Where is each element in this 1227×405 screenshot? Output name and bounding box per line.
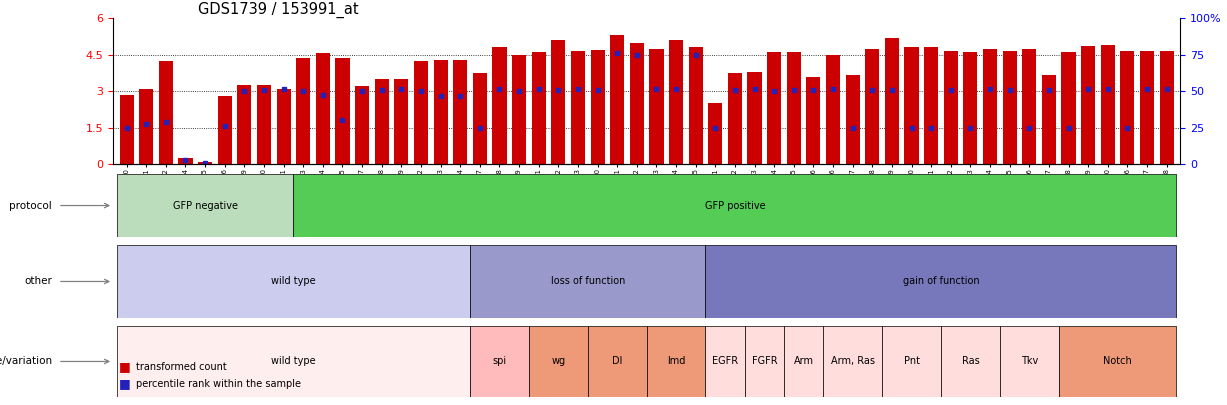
Bar bbox=[433, 60, 448, 164]
Bar bbox=[1022, 49, 1037, 164]
FancyBboxPatch shape bbox=[1000, 326, 1059, 397]
Bar bbox=[1120, 51, 1135, 164]
Bar bbox=[413, 61, 428, 164]
Text: wg: wg bbox=[551, 356, 566, 367]
FancyBboxPatch shape bbox=[706, 326, 745, 397]
Bar bbox=[237, 85, 252, 164]
Text: EGFR: EGFR bbox=[712, 356, 739, 367]
Bar bbox=[767, 52, 782, 164]
Text: gain of function: gain of function bbox=[903, 277, 979, 286]
Text: GDS1739 / 153991_at: GDS1739 / 153991_at bbox=[199, 2, 360, 18]
Text: wild type: wild type bbox=[271, 277, 315, 286]
Bar bbox=[885, 38, 899, 164]
Bar bbox=[1061, 52, 1076, 164]
Bar bbox=[1101, 45, 1115, 164]
Bar bbox=[865, 49, 880, 164]
Bar bbox=[531, 52, 546, 164]
Bar bbox=[904, 47, 919, 164]
FancyBboxPatch shape bbox=[293, 174, 1177, 237]
Bar bbox=[728, 73, 742, 164]
Text: loss of function: loss of function bbox=[551, 277, 625, 286]
FancyBboxPatch shape bbox=[588, 326, 647, 397]
Text: Notch: Notch bbox=[1103, 356, 1133, 367]
Text: GFP negative: GFP negative bbox=[173, 200, 238, 211]
Bar bbox=[845, 75, 860, 164]
FancyBboxPatch shape bbox=[882, 326, 941, 397]
Bar bbox=[276, 89, 291, 164]
Bar bbox=[826, 55, 840, 164]
FancyBboxPatch shape bbox=[941, 326, 1000, 397]
Text: transformed count: transformed count bbox=[136, 362, 227, 371]
Bar bbox=[669, 40, 683, 164]
Bar bbox=[335, 58, 350, 164]
FancyBboxPatch shape bbox=[117, 326, 470, 397]
FancyBboxPatch shape bbox=[470, 326, 529, 397]
Bar bbox=[119, 95, 134, 164]
FancyBboxPatch shape bbox=[647, 326, 706, 397]
Bar bbox=[551, 40, 566, 164]
Text: FGFR: FGFR bbox=[752, 356, 777, 367]
Bar bbox=[983, 49, 998, 164]
Bar bbox=[944, 51, 958, 164]
Text: GFP positive: GFP positive bbox=[704, 200, 766, 211]
Bar bbox=[708, 103, 723, 164]
Text: Arm, Ras: Arm, Ras bbox=[831, 356, 875, 367]
Bar bbox=[1140, 51, 1155, 164]
Text: other: other bbox=[25, 277, 52, 286]
Bar bbox=[1081, 46, 1096, 164]
Text: genotype/variation: genotype/variation bbox=[0, 356, 52, 367]
Bar bbox=[1160, 51, 1174, 164]
Bar bbox=[492, 47, 507, 164]
Bar bbox=[453, 60, 467, 164]
Text: ■: ■ bbox=[119, 360, 131, 373]
Bar bbox=[315, 53, 330, 164]
Bar bbox=[512, 55, 526, 164]
Bar bbox=[610, 35, 625, 164]
Bar bbox=[256, 85, 271, 164]
Bar bbox=[217, 96, 232, 164]
Bar bbox=[1042, 75, 1056, 164]
Bar bbox=[198, 162, 212, 164]
FancyBboxPatch shape bbox=[784, 326, 823, 397]
Text: Arm: Arm bbox=[794, 356, 814, 367]
Bar bbox=[649, 49, 664, 164]
Bar bbox=[787, 52, 801, 164]
Bar bbox=[571, 51, 585, 164]
Text: Dl: Dl bbox=[612, 356, 622, 367]
Text: Pnt: Pnt bbox=[903, 356, 919, 367]
FancyBboxPatch shape bbox=[1059, 326, 1177, 397]
Text: Ras: Ras bbox=[962, 356, 979, 367]
Bar bbox=[355, 86, 369, 164]
Text: wild type: wild type bbox=[271, 356, 315, 367]
Text: lmd: lmd bbox=[667, 356, 685, 367]
Bar bbox=[629, 43, 644, 164]
Bar bbox=[472, 73, 487, 164]
FancyBboxPatch shape bbox=[117, 245, 470, 318]
FancyBboxPatch shape bbox=[117, 174, 293, 237]
FancyBboxPatch shape bbox=[706, 245, 1177, 318]
Bar bbox=[394, 79, 409, 164]
Bar bbox=[158, 61, 173, 164]
Text: protocol: protocol bbox=[10, 200, 52, 211]
FancyBboxPatch shape bbox=[470, 245, 706, 318]
Text: spi: spi bbox=[492, 356, 507, 367]
Bar bbox=[963, 52, 978, 164]
Bar bbox=[924, 47, 939, 164]
Bar bbox=[1002, 51, 1017, 164]
FancyBboxPatch shape bbox=[823, 326, 882, 397]
Bar bbox=[806, 77, 821, 164]
Text: Tkv: Tkv bbox=[1021, 356, 1038, 367]
FancyBboxPatch shape bbox=[529, 326, 588, 397]
Bar bbox=[374, 79, 389, 164]
Bar bbox=[296, 58, 310, 164]
Bar bbox=[688, 47, 703, 164]
Bar bbox=[590, 50, 605, 164]
Bar bbox=[178, 158, 193, 164]
FancyBboxPatch shape bbox=[745, 326, 784, 397]
Bar bbox=[139, 89, 153, 164]
Text: percentile rank within the sample: percentile rank within the sample bbox=[136, 379, 301, 389]
Text: ■: ■ bbox=[119, 377, 131, 390]
Bar bbox=[747, 72, 762, 164]
